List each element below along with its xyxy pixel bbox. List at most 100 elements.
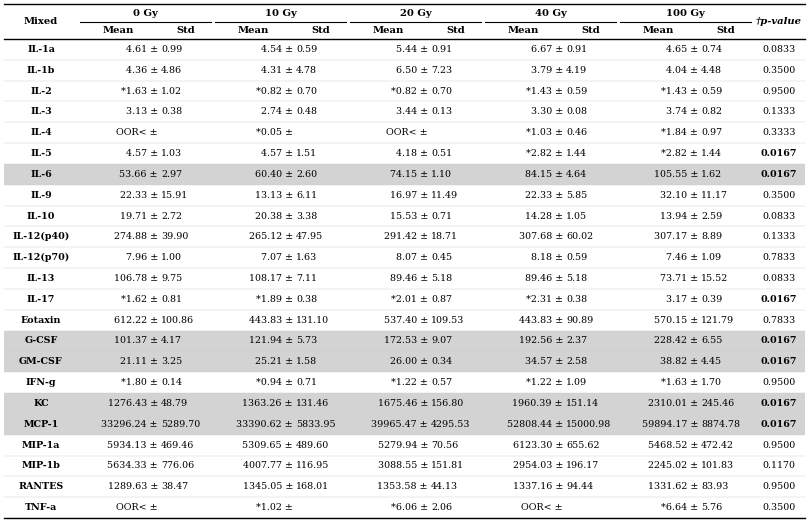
Text: 59894.17 ±: 59894.17 ±	[642, 420, 698, 429]
Text: 7.23: 7.23	[431, 66, 452, 75]
Text: 2954.03 ±: 2954.03 ±	[513, 461, 563, 470]
Text: 4.48: 4.48	[701, 66, 722, 75]
Text: 172.53 ±: 172.53 ±	[383, 337, 428, 346]
Text: 0.0167: 0.0167	[760, 399, 797, 408]
Text: *1.89 ±: *1.89 ±	[256, 295, 293, 304]
Text: 10 Gy: 10 Gy	[265, 8, 296, 18]
Text: 5279.94 ±: 5279.94 ±	[378, 441, 428, 449]
Text: 265.12 ±: 265.12 ±	[248, 232, 293, 241]
Text: 612.22 ±: 612.22 ±	[114, 316, 158, 325]
Text: 1289.63 ±: 1289.63 ±	[108, 482, 158, 491]
Text: 0.39: 0.39	[701, 295, 722, 304]
Text: 5.18: 5.18	[566, 274, 587, 283]
Text: 5.73: 5.73	[296, 337, 317, 346]
Text: IL-10: IL-10	[27, 211, 55, 220]
Text: *2.82 ±: *2.82 ±	[526, 149, 563, 158]
Text: 0.0833: 0.0833	[762, 274, 795, 283]
Text: 48.79: 48.79	[161, 399, 188, 408]
Text: 2245.02 ±: 2245.02 ±	[648, 461, 698, 470]
Text: 0.7833: 0.7833	[762, 316, 795, 325]
Text: 3.30 ±: 3.30 ±	[531, 108, 563, 116]
Text: 4.19: 4.19	[566, 66, 587, 75]
Text: 192.56 ±: 192.56 ±	[519, 337, 563, 346]
Text: 131.10: 131.10	[296, 316, 329, 325]
Text: 16.97 ±: 16.97 ±	[390, 191, 428, 200]
Text: 19.71 ±: 19.71 ±	[120, 211, 158, 220]
Text: 0.71: 0.71	[296, 378, 317, 387]
Text: 32.10 ±: 32.10 ±	[660, 191, 698, 200]
Text: MIP-1a: MIP-1a	[22, 441, 60, 449]
Text: 3.17 ±: 3.17 ±	[666, 295, 698, 304]
Text: Std: Std	[582, 26, 600, 35]
Text: 109.53: 109.53	[431, 316, 464, 325]
Text: 1276.43 ±: 1276.43 ±	[108, 399, 158, 408]
Text: 228.42 ±: 228.42 ±	[654, 337, 698, 346]
Text: 3.38: 3.38	[296, 211, 317, 220]
Text: Mean: Mean	[508, 26, 539, 35]
Text: Eotaxin: Eotaxin	[21, 316, 61, 325]
Text: 0.0833: 0.0833	[762, 45, 795, 54]
Text: 40 Gy: 40 Gy	[535, 8, 566, 18]
Text: 0.51: 0.51	[431, 149, 452, 158]
Text: 25.21 ±: 25.21 ±	[255, 357, 293, 366]
Text: Std: Std	[311, 26, 330, 35]
Text: 0.0167: 0.0167	[760, 149, 797, 158]
Text: 307.17 ±: 307.17 ±	[654, 232, 698, 241]
Text: 22.33 ±: 22.33 ±	[120, 191, 158, 200]
Text: *1.63 ±: *1.63 ±	[661, 378, 698, 387]
Text: IL-13: IL-13	[27, 274, 55, 283]
Text: 0.0167: 0.0167	[760, 337, 797, 346]
Text: 6.55: 6.55	[701, 337, 722, 346]
Text: 1.09: 1.09	[701, 253, 722, 262]
Text: 0.14: 0.14	[161, 378, 182, 387]
Text: 570.15 ±: 570.15 ±	[654, 316, 698, 325]
Text: 94.44: 94.44	[566, 482, 593, 491]
Text: 89.46 ±: 89.46 ±	[525, 274, 563, 283]
Text: 1331.62 ±: 1331.62 ±	[648, 482, 698, 491]
Text: 2.59: 2.59	[701, 211, 722, 220]
Text: 4.17: 4.17	[161, 337, 182, 346]
Text: 90.89: 90.89	[566, 316, 593, 325]
Text: 1.09: 1.09	[566, 378, 587, 387]
Text: *2.31 ±: *2.31 ±	[526, 295, 563, 304]
Text: 0.0167: 0.0167	[760, 420, 797, 429]
Text: 168.01: 168.01	[296, 482, 329, 491]
Text: 0.1333: 0.1333	[762, 232, 796, 241]
Text: 4.31 ±: 4.31 ±	[260, 66, 293, 75]
Text: Std: Std	[717, 26, 735, 35]
Text: 443.83 ±: 443.83 ±	[248, 316, 293, 325]
Text: 1.62: 1.62	[701, 170, 722, 179]
Text: 0.59: 0.59	[566, 253, 587, 262]
Text: 7.11: 7.11	[296, 274, 317, 283]
Text: 307.68 ±: 307.68 ±	[519, 232, 563, 241]
Text: 0.0167: 0.0167	[760, 357, 797, 366]
Text: 0.99: 0.99	[161, 45, 182, 54]
Text: 0.48: 0.48	[296, 108, 317, 116]
Bar	[4, 351, 805, 372]
Text: 0.59: 0.59	[296, 45, 317, 54]
Text: 11.17: 11.17	[701, 191, 728, 200]
Text: 7.46 ±: 7.46 ±	[666, 253, 698, 262]
Text: *2.01 ±: *2.01 ±	[391, 295, 428, 304]
Text: 5833.95: 5833.95	[296, 420, 336, 429]
Text: IL-2: IL-2	[30, 87, 52, 96]
Text: 34.57 ±: 34.57 ±	[525, 357, 563, 366]
Text: 5.76: 5.76	[701, 503, 722, 512]
Text: 196.17: 196.17	[566, 461, 599, 470]
Text: *0.82 ±: *0.82 ±	[256, 87, 293, 96]
Text: 105.55 ±: 105.55 ±	[654, 170, 698, 179]
Text: OOR< ±: OOR< ±	[116, 128, 158, 137]
Text: MIP-1b: MIP-1b	[22, 461, 61, 470]
Text: 84.15 ±: 84.15 ±	[525, 170, 563, 179]
Text: 0.3333: 0.3333	[762, 128, 796, 137]
Text: 0.71: 0.71	[431, 211, 452, 220]
Text: 52808.44 ±: 52808.44 ±	[507, 420, 563, 429]
Text: 4.36 ±: 4.36 ±	[125, 66, 158, 75]
Text: 1.44: 1.44	[566, 149, 587, 158]
Text: 0.9500: 0.9500	[762, 87, 795, 96]
Text: 4.54 ±: 4.54 ±	[260, 45, 293, 54]
Text: 0.9500: 0.9500	[762, 482, 795, 491]
Text: 101.83: 101.83	[701, 461, 734, 470]
Text: *1.80 ±: *1.80 ±	[121, 378, 158, 387]
Text: 9.07: 9.07	[431, 337, 452, 346]
